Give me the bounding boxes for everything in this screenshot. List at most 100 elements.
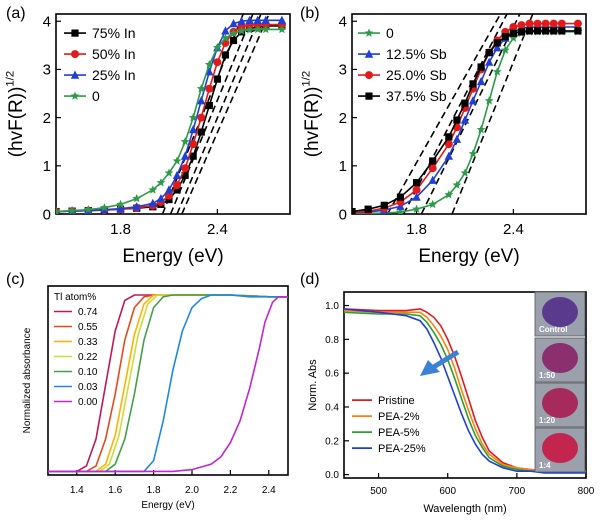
legend-entry: 0.10 bbox=[78, 367, 98, 378]
data-point bbox=[181, 164, 190, 173]
data-point bbox=[558, 27, 566, 35]
data-point bbox=[213, 43, 222, 52]
legend-entry: 25% In bbox=[92, 67, 136, 83]
y-axis-label: Normalized absorbance bbox=[22, 327, 33, 433]
y-tick-label: 2 bbox=[43, 110, 51, 127]
data-point bbox=[461, 99, 469, 107]
y-tick-label: 0.2 bbox=[325, 436, 339, 447]
data-point bbox=[205, 101, 213, 110]
panel-a-label: (a) bbox=[6, 5, 26, 22]
inset-label: Control bbox=[539, 325, 567, 334]
legend-entry: 75% In bbox=[92, 25, 136, 41]
y-axis-label-text: Norm. Abs bbox=[307, 359, 319, 411]
y-axis-label-text: (hvF(R)) bbox=[6, 87, 27, 158]
fit-line bbox=[169, 14, 254, 214]
panel-d-label: (d) bbox=[300, 271, 320, 288]
panel-a: 1.8 2.4 0 1 2 3 4 Energy (eV) (hvF(R))1/2 75% In 5… bbox=[4, 13, 291, 267]
fit-line bbox=[181, 14, 270, 214]
data-point bbox=[549, 19, 558, 28]
x-tick-label: 1.6 bbox=[108, 485, 122, 496]
data-point bbox=[188, 125, 198, 134]
legend-entry: 12.5% Sb bbox=[386, 46, 447, 62]
legend-entry: PEA-2% bbox=[378, 411, 420, 423]
legend-entry: Pristine bbox=[378, 395, 415, 407]
data-point bbox=[172, 156, 182, 165]
data-point bbox=[172, 170, 182, 180]
data-point bbox=[245, 15, 254, 24]
data-point bbox=[213, 75, 221, 83]
fit-line bbox=[420, 14, 521, 214]
data-point bbox=[237, 26, 246, 35]
data-point bbox=[525, 27, 534, 35]
panel-b: 1.8 2.4 0 1 2 3 4 Energy (eV) (hvF(R))1/2 0 12.5% … bbox=[300, 13, 587, 267]
x-tick-label: 2.4 bbox=[262, 485, 276, 496]
data-point bbox=[428, 199, 438, 209]
plot-area bbox=[352, 14, 583, 214]
x-tick-label: 1.8 bbox=[406, 221, 427, 238]
series-line bbox=[48, 296, 288, 473]
data-point bbox=[533, 27, 542, 35]
y-tick-label: 3 bbox=[43, 62, 51, 79]
data-point bbox=[509, 29, 517, 37]
legend-entry: 0.00 bbox=[78, 397, 98, 408]
data-point bbox=[253, 15, 262, 24]
data-point bbox=[205, 67, 214, 76]
data-point bbox=[221, 26, 230, 35]
data-point bbox=[164, 168, 174, 177]
data-point bbox=[533, 19, 542, 28]
inset-label: 1:20 bbox=[539, 416, 556, 425]
y-axis-label-text: (hvF(R)) bbox=[302, 87, 323, 158]
data-point bbox=[468, 96, 478, 105]
data-point bbox=[352, 207, 356, 214]
data-point bbox=[492, 67, 502, 76]
legend-entry: 0.22 bbox=[78, 352, 98, 363]
fit-line bbox=[176, 14, 262, 214]
data-point bbox=[452, 180, 462, 189]
legend-marker bbox=[71, 29, 79, 37]
data-point bbox=[156, 178, 166, 187]
data-point bbox=[477, 63, 485, 71]
y-axis-label: (hvF(R))1/2 bbox=[4, 71, 27, 158]
x-tick-label: 800 bbox=[578, 486, 595, 497]
legend-marker bbox=[71, 50, 79, 59]
trend-arrow-shaft bbox=[430, 349, 460, 371]
inset-label: 1:50 bbox=[539, 371, 556, 380]
data-point bbox=[173, 181, 182, 190]
data-point bbox=[460, 115, 470, 124]
legend-entry: 25.0% Sb bbox=[386, 67, 447, 83]
data-point bbox=[181, 171, 189, 180]
plot-area bbox=[56, 14, 287, 214]
data-point bbox=[509, 23, 518, 32]
sample-blob bbox=[542, 388, 578, 418]
data-point bbox=[517, 21, 526, 30]
data-point bbox=[364, 205, 372, 213]
x-axis-label: Energy (eV) bbox=[418, 246, 519, 267]
y-tick-label: 0 bbox=[339, 206, 347, 223]
data-point bbox=[550, 27, 558, 35]
data-point bbox=[476, 125, 486, 134]
legend-marker bbox=[364, 28, 374, 37]
y-tick-label: 0.4 bbox=[325, 402, 339, 413]
data-point bbox=[148, 198, 158, 207]
data-point bbox=[221, 51, 230, 59]
y-tick-label: 0 bbox=[43, 206, 51, 223]
data-point bbox=[396, 193, 405, 201]
data-point bbox=[517, 28, 526, 36]
data-point bbox=[501, 33, 509, 41]
legend-entry: 0.55 bbox=[78, 322, 98, 333]
data-point bbox=[468, 149, 478, 158]
y-tick-label: 1.0 bbox=[325, 301, 339, 312]
data-point bbox=[197, 96, 206, 105]
sample-blob bbox=[542, 343, 578, 373]
data-point bbox=[180, 151, 190, 160]
legend-entry: 0.74 bbox=[78, 307, 98, 318]
y-axis-label: Norm. Abs bbox=[307, 359, 319, 411]
sample-blob bbox=[542, 297, 578, 327]
data-point bbox=[229, 36, 238, 45]
x-tick-label: 2.0 bbox=[185, 485, 199, 496]
legend-entry: 0 bbox=[386, 25, 394, 41]
data-point bbox=[541, 19, 550, 28]
y-axis-label-text: Normalized absorbance bbox=[22, 327, 33, 433]
x-tick-label: 500 bbox=[370, 486, 387, 497]
